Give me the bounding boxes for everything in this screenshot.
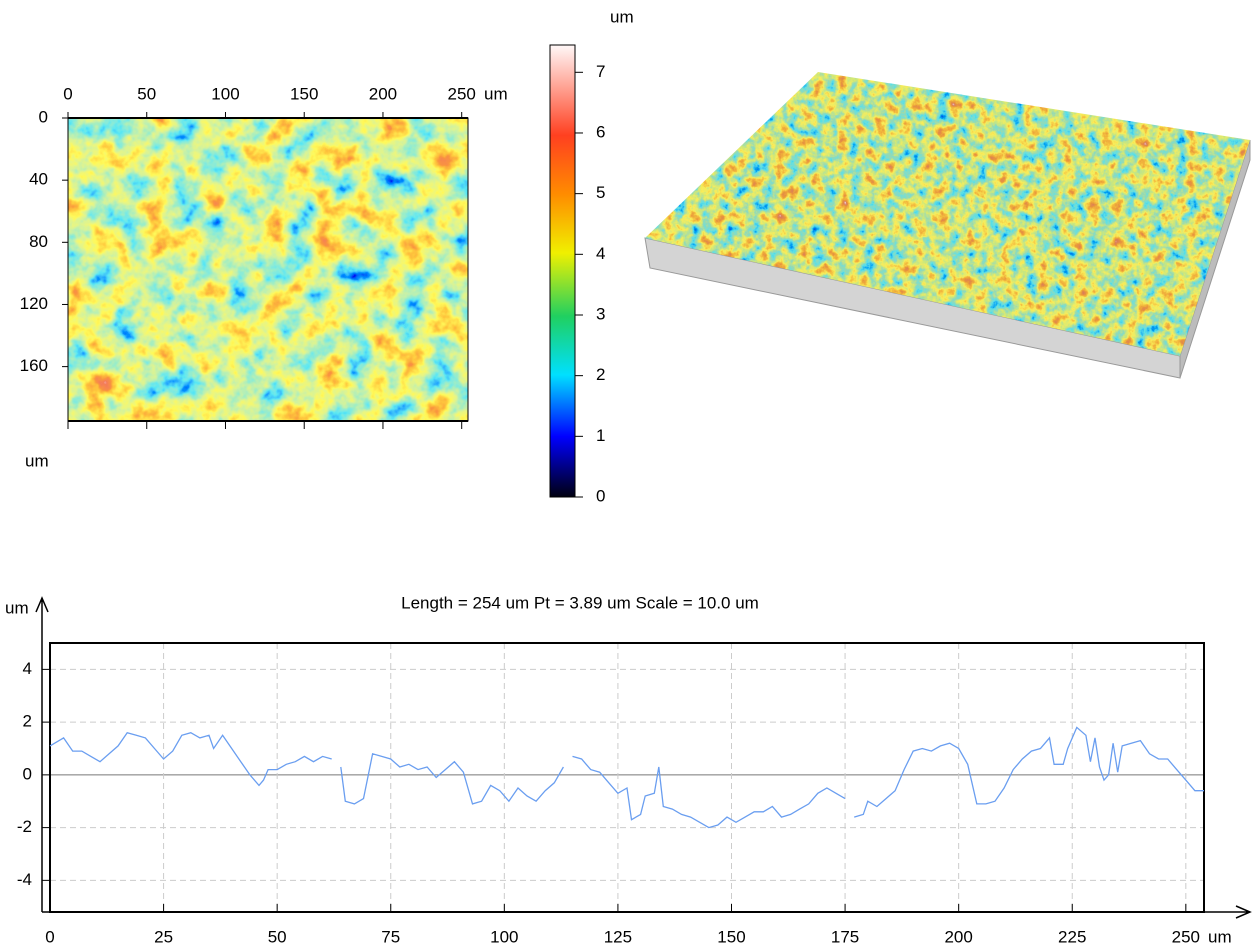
- x-label: um: [1208, 927, 1232, 946]
- y-tick-label: 2: [596, 365, 605, 384]
- y-tick-label: 3: [596, 304, 605, 323]
- y-tick-label: 160: [20, 356, 48, 375]
- y-tick-label: -2: [17, 817, 32, 836]
- x-tick-label: 150: [290, 84, 318, 103]
- y-label: um: [5, 598, 29, 617]
- surface-3d: [644, 72, 1251, 379]
- y-tick-label: 4: [596, 244, 605, 263]
- y-tick-label: 6: [596, 122, 605, 141]
- y-unit: um: [25, 451, 49, 470]
- x-tick-label: 100: [211, 84, 239, 103]
- x-tick-label: 175: [831, 927, 859, 946]
- y-tick-label: 7: [596, 62, 605, 81]
- y-tick-label: 0: [39, 107, 48, 126]
- y-axis-arrow: [35, 596, 49, 912]
- x-tick-label: 0: [45, 927, 54, 946]
- x-tick-label: 0: [63, 84, 72, 103]
- x-tick-label: 75: [381, 927, 400, 946]
- y-tick-label: 2: [23, 712, 32, 731]
- y-tick-label: -4: [17, 870, 32, 889]
- height-map: [68, 118, 468, 421]
- x-tick-label: 250: [448, 84, 476, 103]
- x-tick-label: 250: [1172, 927, 1200, 946]
- chart-title: Length = 254 um Pt = 3.89 um Scale = 10.…: [401, 593, 759, 612]
- x-tick-label: 150: [717, 927, 745, 946]
- x-tick-label: 25: [154, 927, 173, 946]
- x-unit: um: [484, 84, 508, 103]
- y-tick-label: 120: [20, 294, 48, 313]
- y-tick-label: 0: [23, 764, 32, 783]
- y-tick-label: 1: [596, 426, 605, 445]
- x-tick-label: 50: [268, 927, 287, 946]
- x-axis-arrow: [42, 905, 1252, 919]
- x-tick-label: 100: [490, 927, 518, 946]
- colorbar: [549, 44, 576, 498]
- x-tick-label: 50: [137, 84, 156, 103]
- x-tick-label: 225: [1058, 927, 1086, 946]
- x-tick-label: 200: [369, 84, 397, 103]
- y-tick-label: 80: [29, 232, 48, 251]
- profile-line: [49, 726, 1204, 829]
- x-tick-label: 125: [604, 927, 632, 946]
- y-tick-label: 5: [596, 183, 605, 202]
- y-tick-label: 40: [29, 170, 48, 189]
- x-tick-label: 200: [944, 927, 972, 946]
- y-tick-label: 4: [23, 659, 32, 678]
- plot-frame: [49, 642, 1205, 913]
- colorbar-unit: um: [610, 7, 634, 26]
- y-tick-label: 0: [596, 486, 605, 505]
